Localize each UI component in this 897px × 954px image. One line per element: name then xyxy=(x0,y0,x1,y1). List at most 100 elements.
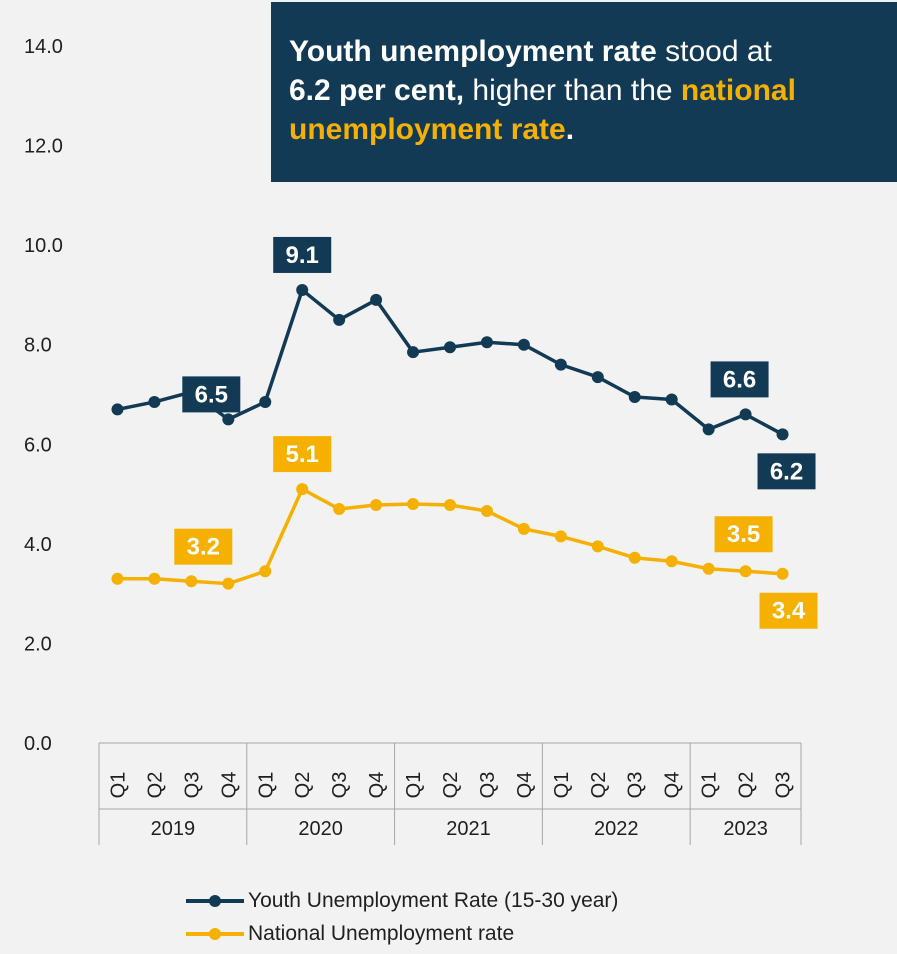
data-point-youth xyxy=(776,428,789,441)
data-label-box-national xyxy=(714,516,773,553)
data-point-youth xyxy=(333,313,346,326)
data-point-youth xyxy=(591,371,604,384)
y-tick-label: 4.0 xyxy=(24,534,52,556)
legend-item-national: National Unemployment rate xyxy=(186,917,826,950)
data-point-national xyxy=(517,522,530,535)
legend-label-national: National Unemployment rate xyxy=(248,921,515,945)
data-label-box-youth xyxy=(273,236,332,273)
x-tick-label-quarter: Q4 xyxy=(366,772,388,799)
data-point-national xyxy=(259,565,272,578)
data-label-youth: 9.1 xyxy=(286,242,319,269)
data-point-youth xyxy=(480,336,493,349)
data-label-box-national xyxy=(759,592,818,629)
x-tick-label-quarter: Q4 xyxy=(662,772,684,799)
legend-swatch-national xyxy=(186,924,244,944)
x-tick-label-quarter: Q1 xyxy=(403,772,425,799)
data-point-national xyxy=(702,562,715,575)
data-point-national xyxy=(185,575,198,588)
y-tick-label: 10.0 xyxy=(24,235,63,257)
data-point-national xyxy=(554,530,567,543)
x-tick-label-quarter: Q1 xyxy=(551,772,573,799)
data-label-national: 3.4 xyxy=(772,598,806,625)
callout-text-2: higher than the xyxy=(464,74,681,107)
data-label-box-youth xyxy=(757,453,816,490)
data-point-national xyxy=(591,540,604,553)
x-tick-label-year: 2020 xyxy=(298,818,343,840)
series-line-youth xyxy=(117,288,784,436)
data-point-national xyxy=(111,572,124,585)
legend-item-youth: Youth Unemployment Rate (15-30 year) xyxy=(186,884,826,917)
x-tick-label-quarter: Q3 xyxy=(773,772,795,799)
data-point-youth xyxy=(111,403,124,416)
data-point-national xyxy=(665,555,678,568)
data-point-national xyxy=(444,499,456,512)
x-tick-label-quarter: Q2 xyxy=(588,772,610,799)
data-point-youth xyxy=(370,293,383,306)
x-tick-label-quarter: Q4 xyxy=(218,772,240,799)
data-point-national xyxy=(739,565,752,578)
data-point-national xyxy=(628,551,641,564)
data-point-youth xyxy=(517,338,530,351)
data-label-national: 5.1 xyxy=(286,441,319,468)
y-tick-label: 6.0 xyxy=(24,434,52,456)
y-tick-label: 0.0 xyxy=(24,733,52,755)
data-label-box-youth xyxy=(182,376,241,413)
data-point-youth xyxy=(665,393,678,406)
x-tick-label-quarter: Q2 xyxy=(144,772,166,799)
callout-subject: Youth unemployment rate xyxy=(289,35,657,68)
data-label-box-national xyxy=(174,528,233,565)
data-point-national xyxy=(296,483,309,496)
x-tick-label-quarter: Q2 xyxy=(292,772,314,799)
data-point-youth xyxy=(148,395,161,408)
data-point-youth xyxy=(444,341,456,354)
data-point-youth xyxy=(554,358,567,371)
x-tick-label-quarter: Q3 xyxy=(329,772,351,799)
data-point-youth xyxy=(222,413,235,426)
y-tick-label: 8.0 xyxy=(24,335,52,357)
data-point-national xyxy=(370,499,383,512)
data-label-youth: 6.2 xyxy=(770,458,803,485)
data-point-national xyxy=(148,572,161,585)
x-tick-label-quarter: Q1 xyxy=(699,772,721,799)
callout-text-1: stood at xyxy=(656,35,772,68)
headline-callout: Youth unemployment rate stood at 6.2 per… xyxy=(271,2,897,182)
x-tick-label-year: 2023 xyxy=(723,818,768,840)
x-tick-label-quarter: Q3 xyxy=(181,772,203,799)
data-point-youth xyxy=(296,283,309,296)
x-tick-label-year: 2019 xyxy=(151,818,196,840)
x-tick-label-quarter: Q3 xyxy=(625,772,647,799)
data-label-youth: 6.5 xyxy=(195,381,228,408)
data-point-national xyxy=(333,503,346,516)
x-tick-label-quarter: Q3 xyxy=(477,772,499,799)
data-point-national xyxy=(776,567,789,580)
legend-label-youth: Youth Unemployment Rate (15-30 year) xyxy=(248,888,619,912)
x-tick-label-quarter: Q1 xyxy=(255,772,277,799)
x-tick-label-quarter: Q2 xyxy=(736,772,758,799)
y-tick-label: 12.0 xyxy=(24,136,63,158)
data-label-national: 3.5 xyxy=(727,521,760,548)
x-tick-label-year: 2021 xyxy=(446,818,491,840)
x-tick-label-quarter: Q1 xyxy=(107,772,129,799)
callout-value: 6.2 per cent, xyxy=(289,74,465,107)
data-label-box-national xyxy=(273,436,332,473)
x-tick-label-quarter: Q4 xyxy=(514,772,536,799)
data-point-national xyxy=(407,498,420,511)
legend-swatch-youth xyxy=(186,891,244,911)
y-tick-label: 14.0 xyxy=(24,36,63,58)
data-point-youth xyxy=(702,423,715,436)
callout-period: . xyxy=(565,113,575,146)
data-label-youth: 6.6 xyxy=(723,366,756,393)
data-point-youth xyxy=(739,408,752,421)
data-label-box-youth xyxy=(710,361,769,398)
data-point-national xyxy=(480,504,493,517)
data-point-national xyxy=(222,577,235,590)
chart-legend: Youth Unemployment Rate (15-30 year) Nat… xyxy=(186,884,826,950)
data-point-youth xyxy=(628,390,641,403)
data-point-youth xyxy=(407,346,420,359)
data-label-national: 3.2 xyxy=(187,534,220,561)
callout-comparison: national unemployment rate xyxy=(289,74,796,146)
x-tick-label-year: 2022 xyxy=(594,818,639,840)
data-point-youth xyxy=(259,395,272,408)
x-tick-label-quarter: Q2 xyxy=(440,772,462,799)
